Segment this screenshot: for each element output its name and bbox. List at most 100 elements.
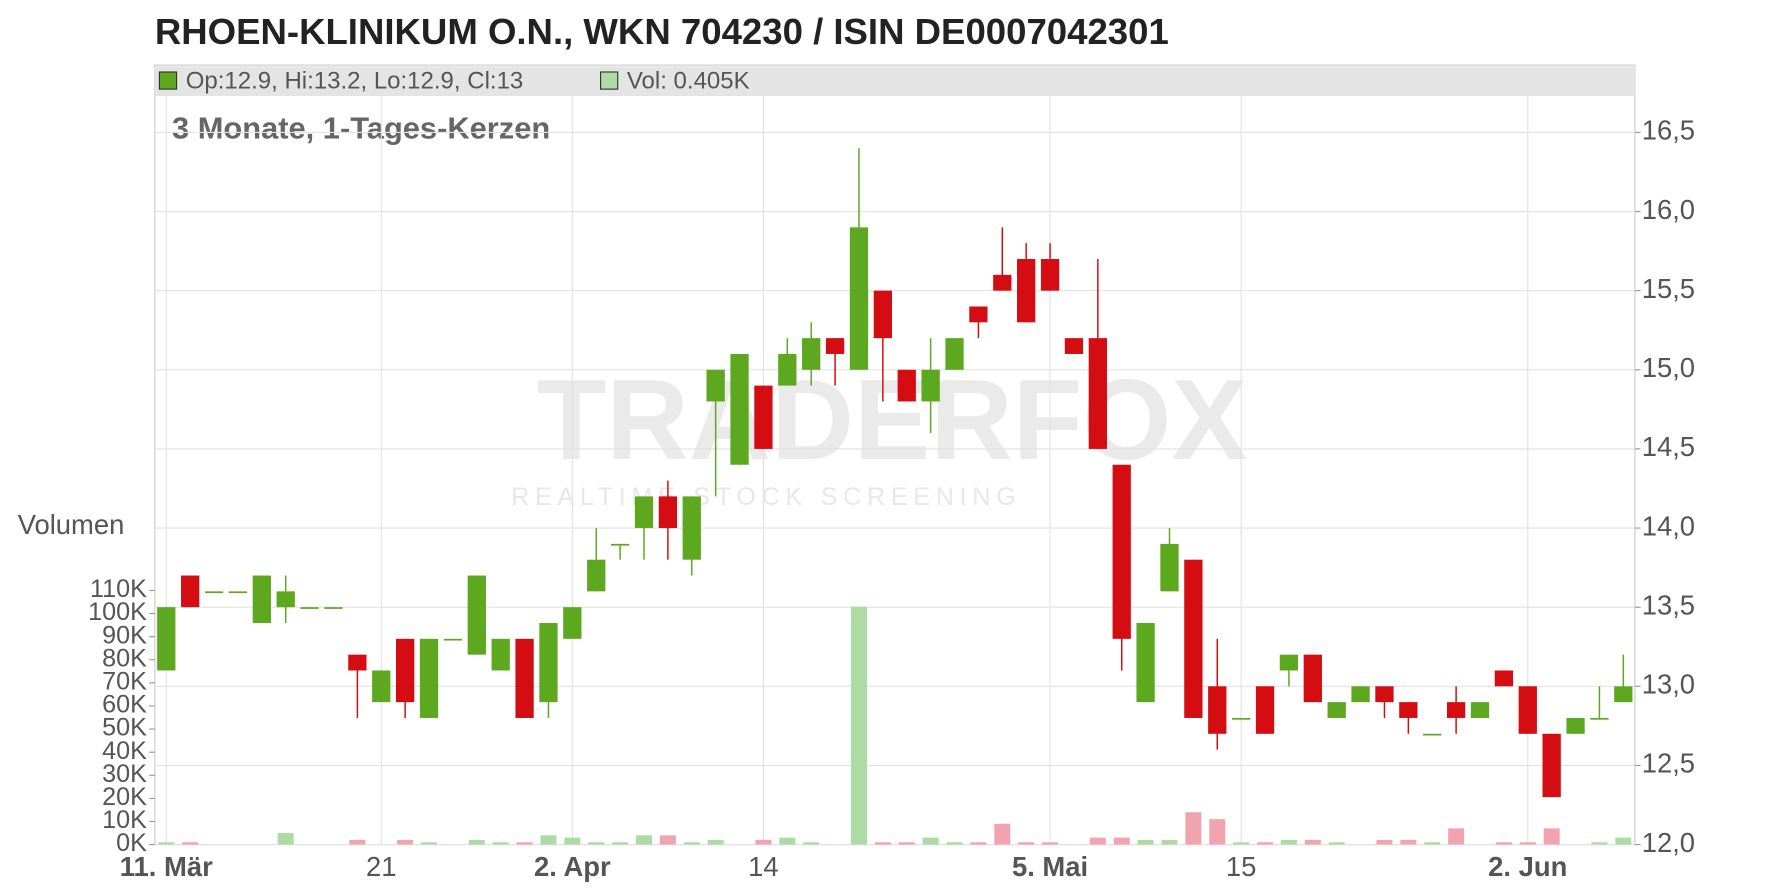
- volume-bar: [1018, 842, 1035, 845]
- candle-body: [1494, 670, 1514, 687]
- volume-bar: [1304, 839, 1321, 845]
- candle-body: [1017, 259, 1036, 323]
- y2-tick-label: 20K: [102, 783, 147, 811]
- volume-bar: [349, 839, 366, 845]
- volume-bar: [612, 842, 629, 845]
- y-tick-label: 14,0: [1642, 510, 1695, 541]
- candle-body: [1470, 702, 1490, 718]
- candle-body: [324, 607, 343, 609]
- candle-body: [945, 338, 964, 370]
- x-tick-label: 11. Mär: [120, 851, 213, 882]
- y2-tick-label: 100K: [88, 598, 147, 626]
- legend-swatch: [158, 71, 178, 90]
- candle-body: [539, 623, 558, 703]
- volume-bar: [1591, 842, 1608, 845]
- volume-bar: [1042, 842, 1059, 845]
- y-tick-label: 12,5: [1642, 748, 1695, 779]
- x-tick-label: 2. Apr: [534, 851, 611, 882]
- candle-body: [1542, 733, 1561, 798]
- y-tick-label: 13,0: [1642, 669, 1695, 700]
- volume-bar: [659, 835, 676, 845]
- volume-bar: [850, 606, 867, 845]
- candle-body: [873, 290, 892, 339]
- volume-bar: [898, 842, 915, 845]
- volume-bar: [397, 839, 414, 845]
- watermark-sub: REALTIME STOCK SCREENING: [511, 483, 1021, 511]
- volume-bar: [1089, 837, 1106, 845]
- y2-tick-label: 90K: [102, 621, 147, 649]
- candle-body: [993, 274, 1012, 291]
- plot-frame: [154, 64, 1636, 846]
- y-tick-label: 12,0: [1642, 827, 1695, 858]
- candle-body: [204, 591, 224, 594]
- candle-body: [1614, 686, 1633, 703]
- candle-body: [610, 543, 630, 546]
- candle-body: [682, 496, 701, 560]
- y-tick-label: 15,0: [1642, 352, 1695, 383]
- candle-body: [706, 369, 725, 402]
- x-tick-label: 21: [366, 851, 396, 882]
- volume-bar: [970, 842, 987, 845]
- volume-bar: [1137, 839, 1154, 845]
- candle-body: [1208, 686, 1227, 734]
- candle-body: [849, 227, 869, 370]
- volume-bar: [1448, 828, 1465, 845]
- candle-body: [1184, 559, 1203, 718]
- candle-body: [228, 591, 248, 594]
- candle-body: [1232, 717, 1251, 720]
- volume-bar: [1615, 837, 1632, 845]
- candle-body: [1303, 654, 1322, 703]
- volume-bar: [1400, 839, 1417, 845]
- volume-bar: [1280, 839, 1297, 845]
- y-tick-label: 16,0: [1642, 194, 1695, 225]
- candle-body: [969, 306, 988, 323]
- y-tick-label: 15,5: [1642, 273, 1695, 304]
- candle-body: [181, 575, 200, 608]
- candle-body: [1040, 259, 1060, 291]
- candle-body: [1279, 654, 1299, 671]
- candle-body: [443, 638, 463, 641]
- volume-bar: [1257, 842, 1274, 845]
- y2-tick-label: 10K: [102, 806, 147, 834]
- y2-tick-label: 40K: [102, 737, 147, 765]
- volume-bar: [994, 823, 1011, 845]
- candle-body: [1566, 717, 1585, 734]
- candle-body: [1255, 686, 1275, 734]
- y-tick-label: 13,5: [1642, 589, 1695, 620]
- volume-bar: [540, 835, 557, 845]
- candle-body: [419, 638, 439, 718]
- x-tick-label: 14: [748, 851, 778, 882]
- volume-bar: [683, 842, 700, 845]
- volume-bar: [1495, 842, 1512, 845]
- candle-body: [300, 607, 319, 609]
- watermark: TRADERFOX: [537, 357, 1248, 484]
- volume-bar: [158, 842, 175, 845]
- candle-body: [658, 496, 678, 529]
- candle-body: [1590, 717, 1609, 720]
- volume-bar: [803, 842, 820, 845]
- x-tick-label: 2. Jun: [1488, 851, 1567, 882]
- candle-body: [825, 338, 845, 354]
- candle-body: [587, 559, 606, 592]
- legend-text: Vol: 0.405K: [627, 68, 750, 95]
- candle-body: [491, 638, 510, 671]
- chart-title: RHOEN-KLINIKUM O.N., WKN 704230 / ISIN D…: [155, 11, 1169, 52]
- volume-bar: [922, 837, 939, 845]
- candle-body: [1446, 702, 1466, 718]
- y-tick-label: 16,5: [1642, 115, 1695, 146]
- candle-body: [1160, 543, 1179, 592]
- volume-bar: [1113, 837, 1130, 845]
- candle-body: [1518, 686, 1537, 734]
- volume-bar: [277, 833, 294, 845]
- candle-body: [802, 338, 821, 370]
- volume-bar: [1543, 828, 1560, 845]
- y2-tick-label: 80K: [102, 644, 147, 672]
- candle-body: [467, 575, 486, 655]
- candle-body: [157, 607, 176, 671]
- y2-tick-label: 70K: [102, 667, 147, 695]
- volume-bar: [755, 839, 772, 845]
- volume-bar: [1161, 839, 1178, 845]
- volume-bar: [779, 837, 796, 845]
- y2-tick-label: 60K: [102, 691, 147, 719]
